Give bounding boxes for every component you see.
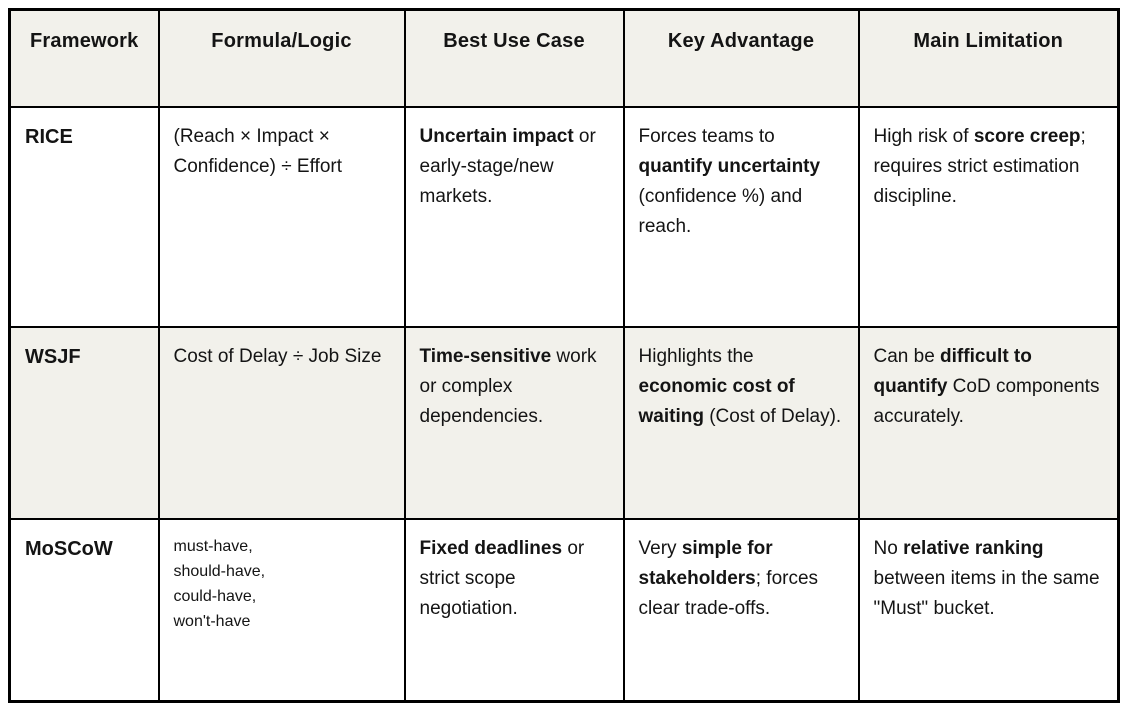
cell-rice-key-advantage: Forces teams to quantify uncertainty (co… xyxy=(622,105,860,328)
header-cell-best-use-case: Best Use Case xyxy=(403,8,625,108)
emphasized-text: relative ranking xyxy=(903,537,1044,559)
cell-moscow-formula: must-have, should-have, could-have, won'… xyxy=(157,517,406,703)
emphasized-text: economic cost of waiting xyxy=(638,375,795,427)
table-row-moscow: MoSCoW must-have, should-have, could-hav… xyxy=(8,517,1120,703)
cell-moscow-main-limitation: No relative ranking between items in the… xyxy=(857,517,1120,703)
header-cell-main-limitation: Main Limitation xyxy=(857,8,1120,108)
cell-wsjf-key-advantage: Highlights the economic cost of waiting … xyxy=(622,325,860,520)
body-text: Highlights the xyxy=(638,345,754,367)
emphasized-text: simple for stakeholders xyxy=(638,537,773,589)
body-text: or early-stage/new markets. xyxy=(419,125,596,207)
body-text: ; requires strict estimation discipline. xyxy=(873,125,1086,207)
cell-rice-main-limitation: High risk of score creep; requires stric… xyxy=(857,105,1120,328)
emphasized-text: Uncertain impact xyxy=(419,125,574,147)
cell-moscow-framework: MoSCoW xyxy=(8,517,160,703)
table-body: RICE (Reach × Impact × Confidence) ÷ Eff… xyxy=(8,105,1120,703)
body-text: Forces teams to xyxy=(638,125,775,147)
cell-rice-formula: (Reach × Impact × Confidence) ÷ Effort xyxy=(157,105,406,328)
body-text: (Cost of Delay). xyxy=(703,405,842,427)
body-text: Very xyxy=(638,537,682,559)
cell-wsjf-best-use-case: Time-sensitive work or complex dependenc… xyxy=(403,325,625,520)
body-text: work or complex dependencies. xyxy=(419,345,597,427)
header-cell-formula-logic: Formula/Logic xyxy=(157,8,406,108)
cell-rice-best-use-case: Uncertain impact or early-stage/new mark… xyxy=(403,105,625,328)
table-row-wsjf: WSJF Cost of Delay ÷ Job Size Time-sensi… xyxy=(8,325,1120,520)
cell-moscow-best-use-case: Fixed deadlines or strict scope negotiat… xyxy=(403,517,625,703)
header-row: Framework Formula/Logic Best Use Case Ke… xyxy=(8,8,1120,108)
table-row-rice: RICE (Reach × Impact × Confidence) ÷ Eff… xyxy=(8,105,1120,328)
cell-wsjf-framework: WSJF xyxy=(8,325,160,520)
cell-rice-framework: RICE xyxy=(8,105,160,328)
emphasized-text: Fixed deadlines xyxy=(419,537,563,559)
body-text: ; forces clear trade-offs. xyxy=(638,567,819,619)
body-text: Can be xyxy=(873,345,941,367)
body-text: No xyxy=(873,537,904,559)
body-text: between items in the same "Must" bucket. xyxy=(873,567,1100,619)
emphasized-text: score creep xyxy=(973,125,1081,147)
cell-wsjf-main-limitation: Can be difficult to quantify CoD compone… xyxy=(857,325,1120,520)
emphasized-text: difficult to quantify xyxy=(873,345,1032,397)
body-text: CoD components accurately. xyxy=(873,375,1100,427)
body-text: (confidence %) and reach. xyxy=(638,185,803,237)
cell-moscow-key-advantage: Very simple for stakeholders; forces cle… xyxy=(622,517,860,703)
body-text: High risk of xyxy=(873,125,974,147)
framework-comparison-table: Framework Formula/Logic Best Use Case Ke… xyxy=(8,8,1120,703)
cell-wsjf-formula: Cost of Delay ÷ Job Size xyxy=(157,325,406,520)
table-header: Framework Formula/Logic Best Use Case Ke… xyxy=(8,8,1120,108)
header-cell-framework: Framework xyxy=(8,8,160,108)
body-text: or strict scope negotiation. xyxy=(419,537,585,619)
header-cell-key-advantage: Key Advantage xyxy=(622,8,860,108)
emphasized-text: quantify uncertainty xyxy=(638,155,821,177)
emphasized-text: Time-sensitive xyxy=(419,345,552,367)
